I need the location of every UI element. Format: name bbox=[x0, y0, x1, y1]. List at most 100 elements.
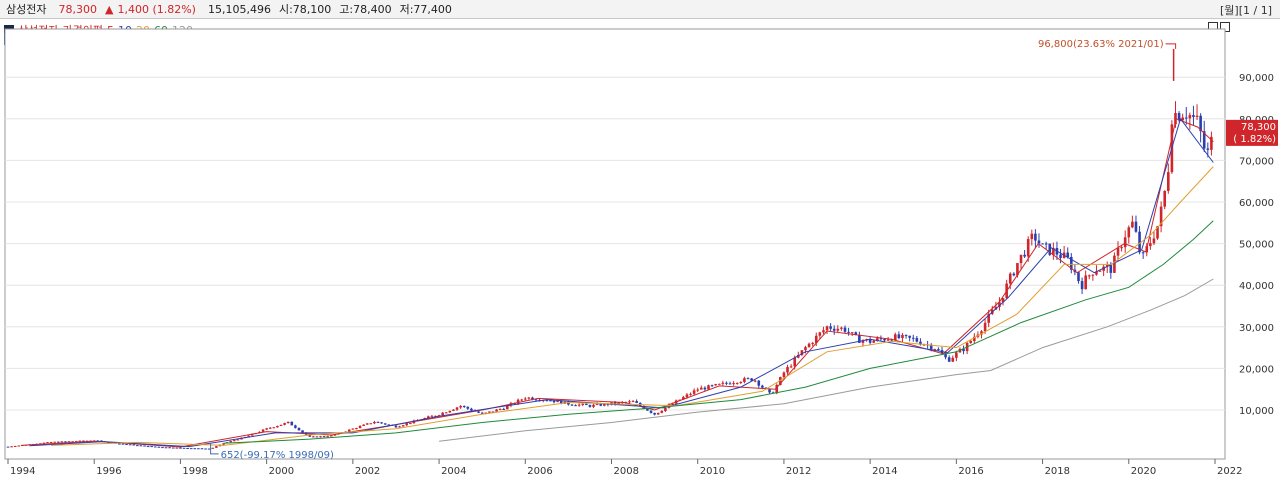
low-pointer bbox=[210, 442, 219, 455]
candle-body bbox=[480, 412, 484, 414]
y-tick-label: 90,000 bbox=[1239, 73, 1274, 84]
candle-body bbox=[832, 328, 836, 331]
candle-body bbox=[17, 445, 21, 447]
candle-body bbox=[793, 357, 797, 367]
candle-body bbox=[1120, 247, 1123, 249]
x-tick-label: 1996 bbox=[96, 466, 121, 477]
candle-body bbox=[707, 385, 710, 390]
last-price-label: 78,300 bbox=[1241, 122, 1276, 133]
candle-body bbox=[868, 339, 872, 343]
candle-body bbox=[1001, 298, 1005, 303]
candle-body bbox=[215, 446, 218, 448]
candle-body bbox=[236, 439, 240, 441]
candle-body bbox=[1141, 252, 1145, 254]
candle-body bbox=[768, 389, 771, 393]
candle-body bbox=[829, 326, 832, 329]
candle-body bbox=[1059, 254, 1062, 258]
candle-body bbox=[100, 440, 103, 442]
candle-body bbox=[276, 425, 279, 428]
candle-body bbox=[1127, 227, 1131, 238]
candle-body bbox=[646, 408, 649, 411]
candle-body bbox=[725, 382, 728, 384]
y-tick-label: 70,000 bbox=[1239, 156, 1274, 167]
candle-body bbox=[980, 331, 983, 335]
candle-body bbox=[189, 448, 193, 450]
candle-body bbox=[330, 435, 333, 437]
y-tick-label: 60,000 bbox=[1239, 198, 1274, 209]
candle-body bbox=[355, 428, 358, 430]
candle-body bbox=[139, 445, 143, 447]
current-price: 78,300 bbox=[58, 2, 97, 16]
candle-body bbox=[477, 411, 480, 413]
candle-body bbox=[516, 399, 520, 404]
candle-body bbox=[506, 405, 509, 410]
candle-body bbox=[1199, 115, 1202, 132]
candle-body bbox=[847, 331, 850, 333]
candle-body bbox=[987, 313, 990, 323]
candle-body bbox=[739, 381, 743, 383]
open-price: 시:78,100 bbox=[278, 3, 332, 16]
candle-body bbox=[405, 423, 409, 426]
candle-body bbox=[574, 405, 577, 407]
candle-body bbox=[261, 429, 265, 432]
stock-name: 삼성전자 bbox=[6, 3, 47, 16]
candle-body bbox=[944, 353, 947, 358]
candle-body bbox=[132, 444, 136, 446]
candle-body bbox=[796, 354, 800, 358]
candle-body bbox=[534, 399, 538, 401]
candle-body bbox=[272, 427, 276, 429]
candle-body bbox=[10, 446, 13, 448]
candle-body bbox=[365, 423, 369, 425]
candle-body bbox=[459, 405, 462, 408]
price-change: 1,400 (1.82%) bbox=[117, 2, 196, 16]
candle-body bbox=[175, 447, 179, 449]
candle-body bbox=[437, 415, 441, 417]
candle-body bbox=[347, 429, 351, 432]
candle-body bbox=[1159, 206, 1163, 227]
candle-body bbox=[283, 423, 286, 425]
candle-body bbox=[858, 334, 861, 343]
page-indicator[interactable]: [월][1 / 1] bbox=[1220, 4, 1272, 17]
candle-body bbox=[484, 412, 488, 414]
candle-body bbox=[409, 423, 412, 425]
candle-body bbox=[581, 403, 585, 405]
x-tick-label: 2012 bbox=[786, 466, 811, 477]
candle-body bbox=[455, 407, 459, 410]
candle-body bbox=[495, 409, 498, 412]
candle-body bbox=[653, 412, 656, 415]
x-tick-label: 2004 bbox=[441, 466, 466, 477]
candle-body bbox=[233, 440, 236, 442]
candle-body bbox=[207, 448, 211, 450]
candle-body bbox=[290, 421, 294, 426]
x-tick-label: 2020 bbox=[1131, 466, 1156, 477]
candle-body bbox=[775, 384, 779, 394]
candle-body bbox=[247, 435, 250, 437]
candle-body bbox=[1026, 239, 1030, 257]
candle-body bbox=[951, 357, 955, 362]
candle-body bbox=[430, 415, 434, 417]
candle-body bbox=[319, 436, 322, 438]
ma-line-60 bbox=[223, 220, 1214, 444]
candle-body bbox=[268, 427, 272, 429]
candle-body bbox=[804, 347, 807, 351]
candle-body bbox=[312, 436, 315, 438]
candle-body bbox=[186, 447, 189, 449]
candle-body bbox=[1077, 272, 1080, 282]
candle-body bbox=[983, 322, 987, 332]
high-pointer bbox=[1165, 43, 1177, 49]
candle-body bbox=[685, 394, 689, 398]
candle-body bbox=[822, 330, 825, 333]
ma-line-20 bbox=[51, 166, 1214, 446]
candle-body bbox=[82, 440, 85, 442]
candle-body bbox=[121, 443, 125, 445]
candle-body bbox=[373, 421, 376, 424]
candle-body bbox=[161, 447, 164, 449]
x-tick-label: 2008 bbox=[614, 466, 639, 477]
candle-body bbox=[1184, 117, 1188, 119]
candle-body bbox=[452, 409, 455, 411]
candle-body bbox=[879, 338, 883, 340]
candle-body bbox=[746, 378, 750, 380]
candle-body bbox=[696, 389, 700, 391]
candle-body bbox=[286, 421, 290, 424]
candle-body bbox=[1149, 243, 1152, 247]
